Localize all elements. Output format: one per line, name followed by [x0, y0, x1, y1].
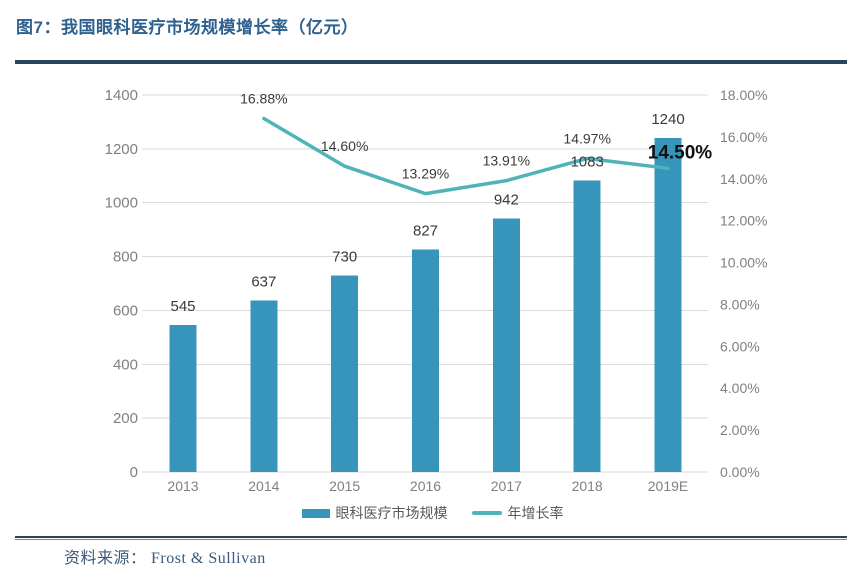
source-value: Frost & Sullivan	[151, 550, 266, 567]
left-axis-tick: 1000	[105, 195, 138, 212]
right-axis-tick: 8.00%	[720, 296, 760, 312]
right-axis-tick: 16.00%	[720, 129, 767, 145]
line-label: 13.91%	[483, 153, 530, 169]
right-axis-tick: 10.00%	[720, 255, 767, 271]
source-line: 资料来源： Frost & Sullivan	[64, 544, 266, 568]
bar-value-label: 827	[413, 222, 438, 239]
bar-2019E	[654, 138, 682, 472]
right-axis-tick: 2.00%	[720, 422, 760, 438]
bar-2013	[169, 325, 197, 472]
right-axis-tick: 6.00%	[720, 338, 760, 354]
x-axis-label-2019E: 2019E	[648, 478, 688, 494]
bar-2017	[492, 218, 520, 472]
bar-2018	[573, 180, 601, 472]
left-axis-tick: 800	[113, 249, 138, 266]
left-axis-tick: 200	[113, 410, 138, 427]
bar-2016	[412, 249, 439, 472]
x-axis-label-2017: 2017	[491, 478, 522, 494]
source-label: 资料来源：	[64, 550, 147, 567]
right-axis-tick: 14.00%	[720, 171, 767, 187]
right-axis-tick: 0.00%	[720, 464, 760, 480]
figure-title: 图7：我国眼科医疗市场规模增长率（亿元）	[16, 18, 359, 37]
top-rule	[15, 60, 847, 64]
bar-2015	[331, 275, 359, 472]
left-axis-tick: 1400	[105, 87, 138, 104]
x-axis-label-2015: 2015	[329, 478, 360, 494]
bar-value-label: 637	[251, 273, 276, 290]
line-swatch-icon	[471, 511, 502, 515]
legend: 眼科医疗市场规模 年增长率	[0, 503, 865, 523]
x-axis-label-2014: 2014	[248, 478, 279, 494]
line-label: 14.60%	[321, 138, 368, 154]
bar-swatch-icon	[301, 508, 330, 518]
left-axis-tick: 0	[130, 464, 138, 481]
legend-item-growth-rate: 年增长率	[471, 503, 564, 523]
bottom-rule	[15, 536, 847, 540]
growth-rate-line	[262, 116, 670, 196]
legend-label-market-size: 眼科医疗市场规模	[335, 505, 448, 521]
legend-label-growth-rate: 年增长率	[507, 505, 564, 521]
right-axis-tick: 4.00%	[720, 380, 760, 396]
x-axis-label-2016: 2016	[410, 478, 441, 494]
chart: 0 200 400 600 800 1000 1200 1400 0.00% 2.00% 4.00%…	[105, 87, 768, 494]
line-label: 16.88%	[240, 90, 287, 106]
line-label: 14.97%	[563, 130, 610, 146]
x-axis-label-2013: 2013	[167, 478, 198, 494]
bar-value-label: 1240	[651, 111, 684, 128]
left-axis-tick: 400	[113, 356, 138, 373]
bar-2014	[250, 300, 278, 472]
bar-value-label: 545	[170, 298, 195, 315]
right-axis-tick: 18.00%	[720, 87, 767, 103]
x-axis-label-2018: 2018	[572, 478, 603, 494]
bar-value-label: 1083	[570, 153, 603, 170]
left-axis-tick: 600	[113, 302, 138, 319]
right-axis-tick: 12.00%	[720, 213, 767, 229]
bar-value-label: 942	[494, 191, 519, 208]
legend-item-market-size: 眼科医疗市场规模	[301, 503, 448, 523]
bar-value-label: 730	[332, 248, 357, 265]
line-label-highlight: 14.50%	[648, 142, 713, 163]
line-label: 13.29%	[402, 166, 449, 182]
left-axis-tick: 1200	[105, 141, 138, 158]
